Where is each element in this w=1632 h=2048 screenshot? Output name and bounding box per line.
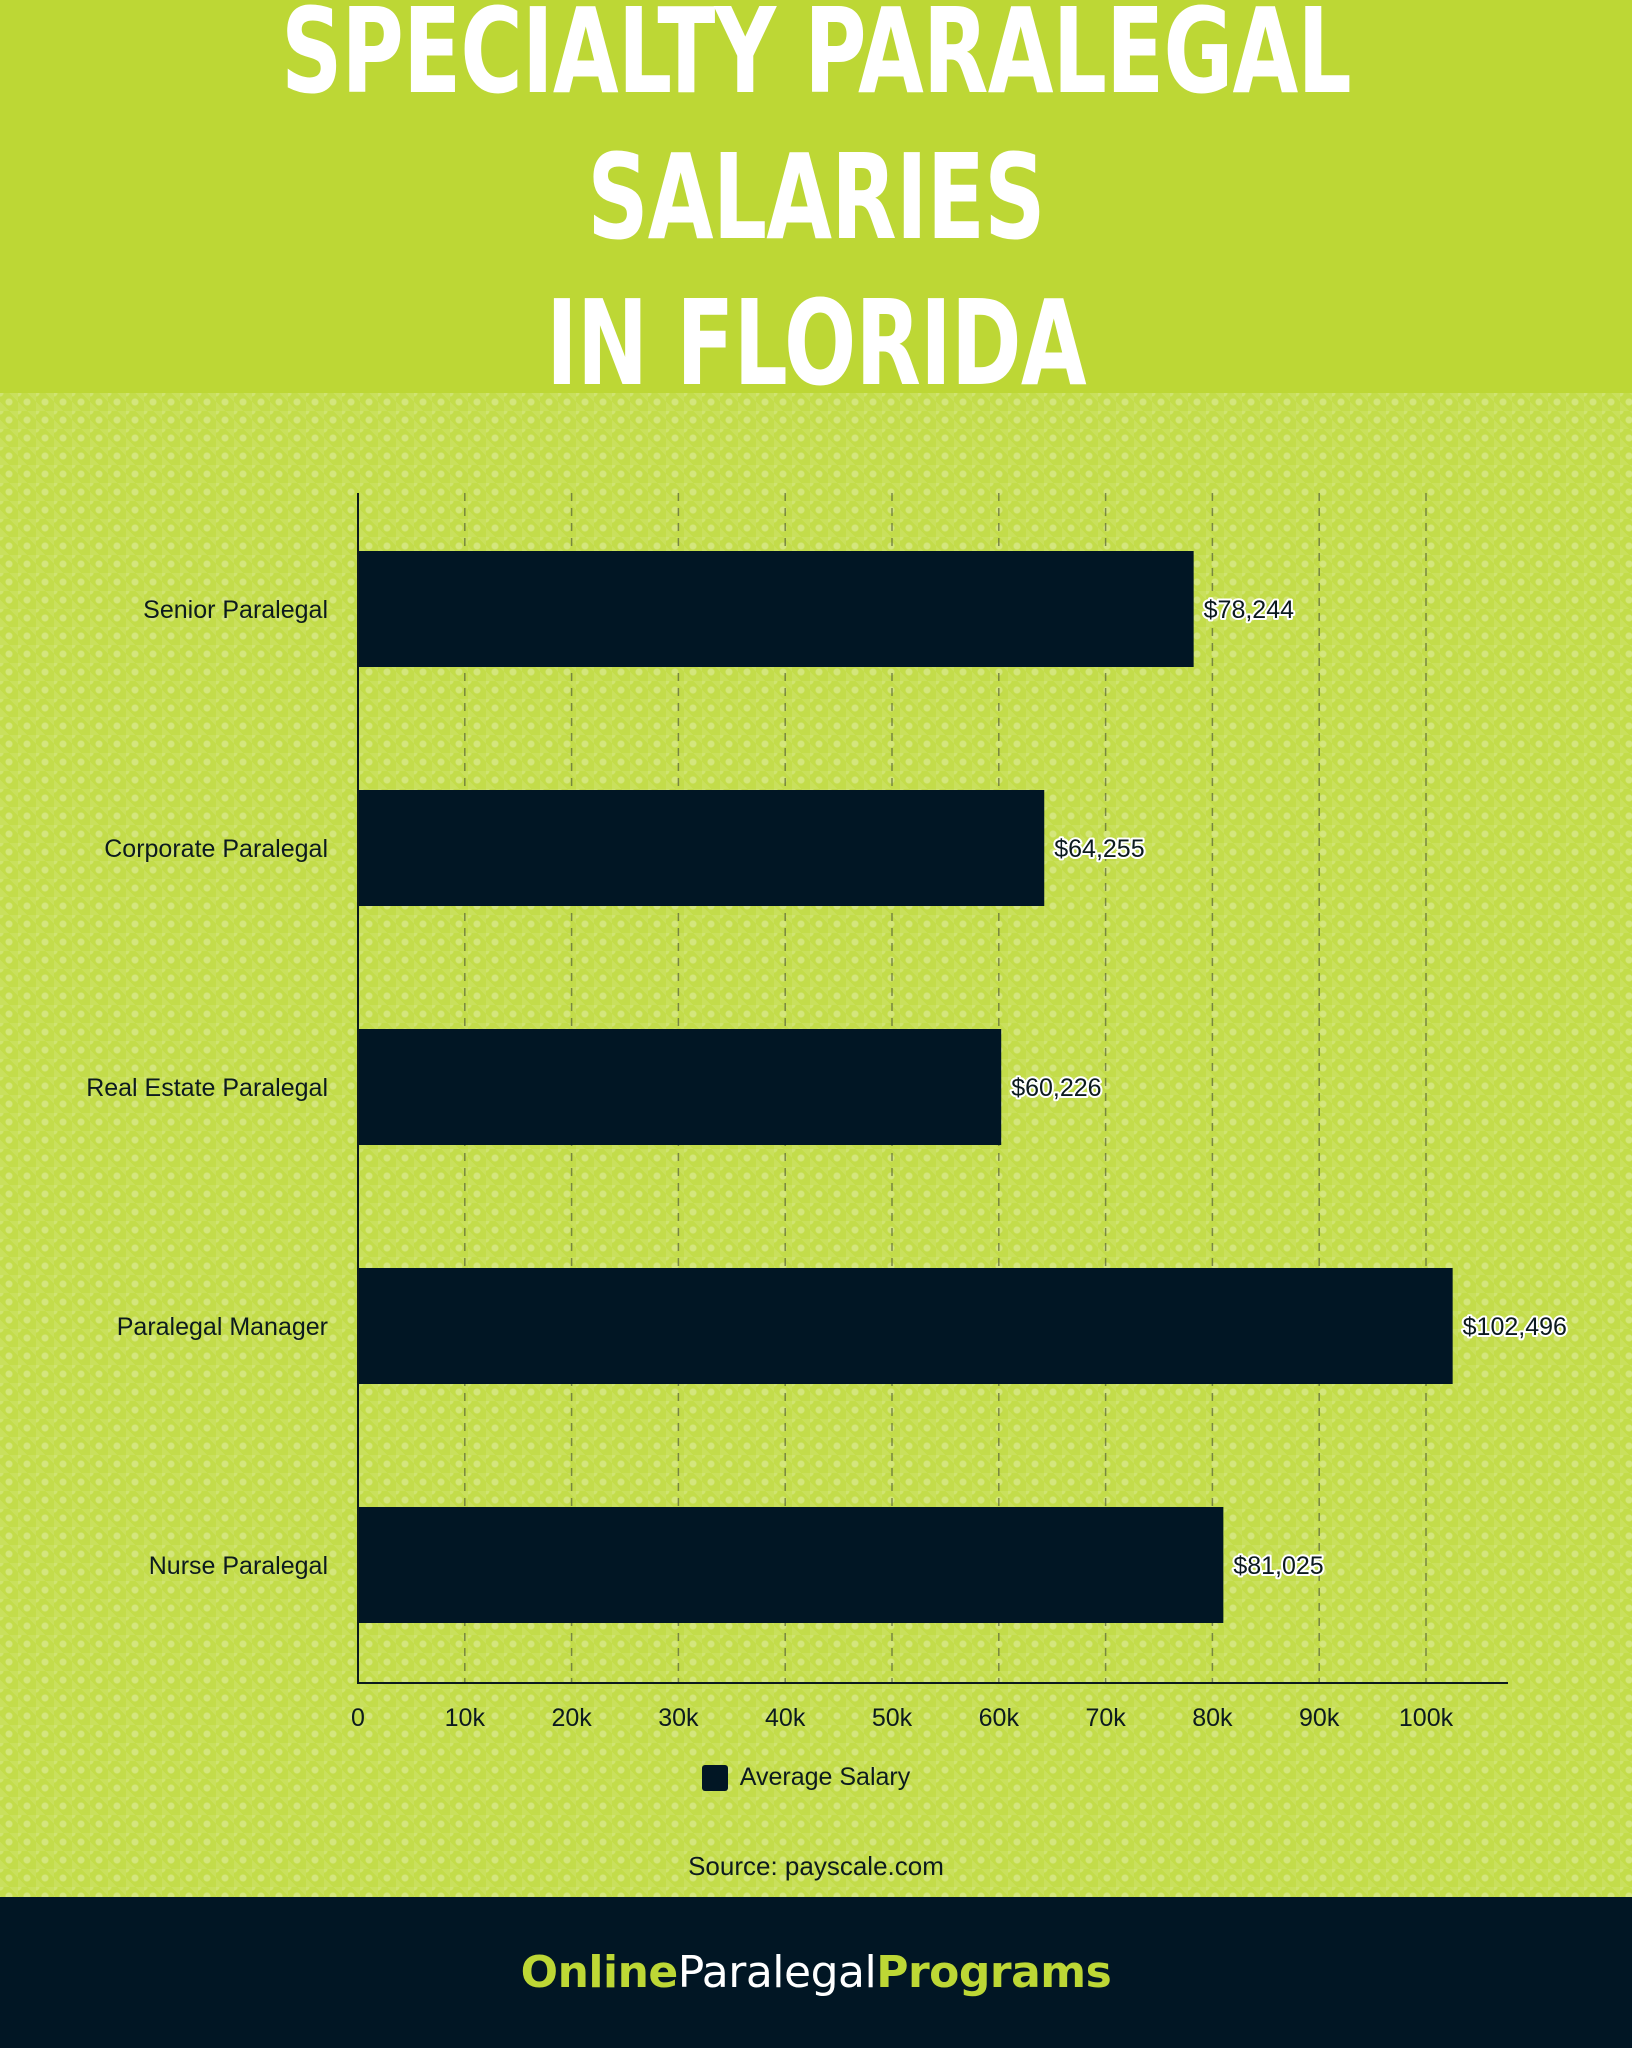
x-tick-label: 100k (1399, 1704, 1454, 1732)
data-label: $81,025 (1233, 1552, 1323, 1580)
bar-chart: Senior Paralegal $78,244 Corporate Paraleg… (86, 493, 1569, 1732)
category-label: Real Estate Paralegal (86, 1074, 328, 1102)
brand-online: Online (520, 1947, 679, 1998)
footer-banner: OnlineParalegalPrograms (0, 1897, 1632, 2048)
x-tick-label: 30k (658, 1704, 699, 1732)
x-tick-label: 20k (551, 1704, 592, 1732)
brand-paralegal: Paralegal (677, 1947, 877, 1998)
category-label: Nurse Paralegal (149, 1552, 328, 1580)
brand-programs: Programs (876, 1947, 1112, 1998)
x-tick-label: 50k (872, 1704, 913, 1732)
data-label: $102,496 (1463, 1313, 1567, 1341)
bar (358, 790, 1045, 906)
category-label: Senior Paralegal (143, 596, 328, 624)
x-tick-label: 0 (351, 1704, 365, 1732)
bar (358, 1029, 1002, 1145)
legend-label: Average Salary (739, 1763, 911, 1791)
x-tick-label: 90k (1299, 1704, 1340, 1732)
chart-legend: Average Salary (0, 1763, 1632, 1792)
header-banner: Specialty Paralegal Salaries in Florida (0, 0, 1632, 412)
bar (358, 1507, 1224, 1623)
bar (358, 551, 1194, 667)
x-tick-label: 40k (765, 1704, 806, 1732)
x-tick-label: 80k (1192, 1704, 1233, 1732)
data-label: $60,226 (1011, 1074, 1101, 1102)
chart-area: Senior Paralegal $78,244 Corporate Paraleg… (0, 393, 1632, 1897)
legend-swatch (701, 1764, 728, 1791)
x-tick-label: 60k (979, 1704, 1020, 1732)
brand-logo: OnlineParalegalPrograms (521, 1947, 1112, 1998)
x-tick-label: 10k (445, 1704, 486, 1732)
x-tick-label: 70k (1085, 1704, 1126, 1732)
bar (358, 1268, 1453, 1384)
category-label: Paralegal Manager (117, 1313, 328, 1341)
category-label: Corporate Paralegal (104, 835, 328, 863)
source-note: Source: payscale.com (688, 1851, 944, 1881)
data-label: $78,244 (1204, 596, 1294, 624)
page-title: Specialty Paralegal Salaries in Florida (281, 0, 1352, 412)
data-label: $64,255 (1054, 835, 1144, 863)
